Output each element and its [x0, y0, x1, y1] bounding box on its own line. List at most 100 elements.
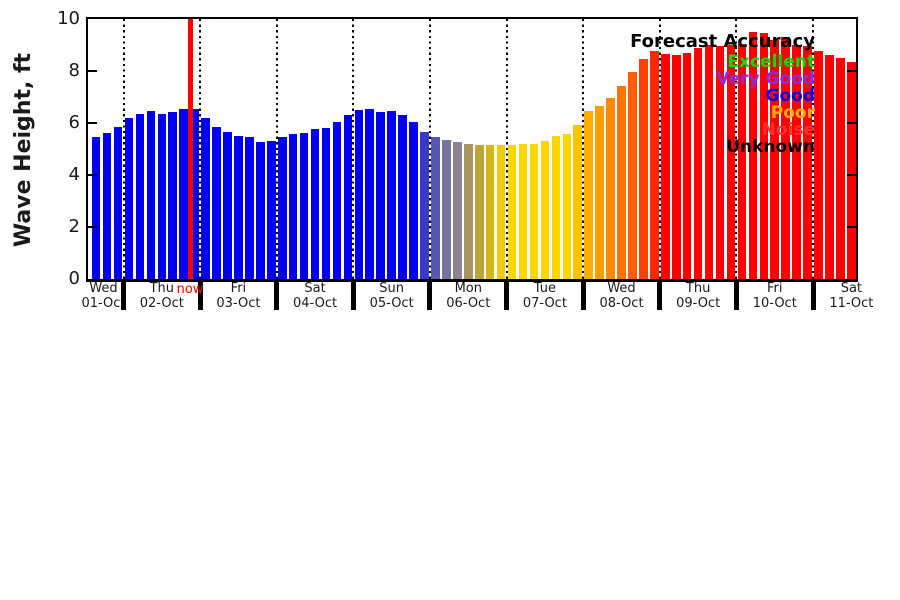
wave-bar-04-Oct-3: [310, 129, 320, 279]
day-boundary-gridline: [505, 19, 508, 279]
y-tick-mark: [847, 69, 856, 72]
wave-bar-06-Oct-0: [431, 137, 440, 279]
day-date: 01-Oct: [81, 295, 126, 311]
wave-bar-03-Oct-2: [223, 131, 232, 279]
day-name: Sat: [840, 281, 863, 296]
day-boundary-gridline: [352, 19, 355, 279]
wave-bar-02-Oct-1: [135, 113, 145, 279]
wave-bar-04-Oct-2: [299, 133, 309, 279]
legend-entry-very-good: Very Good: [716, 69, 815, 89]
wave-bar-06-Oct-6: [496, 144, 506, 279]
wave-bar-08-Oct-1: [595, 105, 604, 279]
wave-bar-10-Oct-6: [803, 46, 812, 279]
day-name: Thu: [149, 281, 174, 296]
day-separator-tick: [810, 281, 816, 310]
day-label-11-Oct: Sat 11-Oct: [809, 281, 893, 311]
plot-area: [86, 17, 858, 282]
wave-bar-02-Oct-0: [124, 117, 134, 279]
wave-bar-09-Oct-5: [715, 46, 725, 279]
day-name: Fri: [767, 281, 783, 296]
wave-bar-10-Oct-5: [792, 44, 801, 279]
day-boundary-gridline: [428, 19, 431, 279]
wave-bar-08-Oct-3: [617, 86, 626, 279]
wave-bar-09-Oct-6: [726, 44, 736, 279]
wave-bar-08-Oct-0: [584, 111, 593, 279]
wave-bar-06-Oct-1: [442, 139, 451, 279]
day-label-01-Oct: Wed 01-Oct: [62, 281, 146, 311]
wave-bar-01-Oct-1: [102, 133, 112, 279]
wave-bar-05-Oct-2: [376, 112, 386, 279]
day-separator-tick: [427, 281, 433, 310]
wave-bar-03-Oct-4: [245, 137, 254, 279]
day-separator-tick: [121, 281, 126, 310]
wave-bar-07-Oct-3: [540, 140, 550, 279]
wave-bar-08-Oct-6: [650, 51, 659, 279]
day-name: Thu: [685, 281, 711, 296]
wave-bar-10-Oct-2: [759, 33, 769, 279]
y-tick-label-10: 10: [57, 8, 80, 29]
wave-bar-07-Oct-0: [507, 144, 517, 279]
day-date: 10-Oct: [752, 295, 797, 311]
day-name: Mon: [454, 281, 482, 296]
wave-bar-05-Oct-6: [420, 131, 429, 279]
day-label-07-Oct: Tue 07-Oct: [503, 281, 587, 311]
wave-bar-01-Oct-2: [113, 126, 123, 279]
legend-entry-poor: Poor: [770, 102, 815, 123]
y-tick-label-4: 4: [68, 163, 80, 185]
wave-bar-04-Oct-5: [332, 121, 342, 279]
day-date: 05-Oct: [369, 295, 414, 311]
y-axis-label: Wave Height, ft: [11, 52, 36, 248]
y-tick-mark: [88, 173, 97, 176]
day-date: 03-Oct: [216, 295, 261, 311]
wave-bar-11-Oct-1: [825, 55, 834, 279]
legend-entry-good: Good: [765, 86, 815, 106]
wave-bar-08-Oct-4: [628, 72, 637, 279]
day-boundary-gridline: [122, 19, 125, 279]
day-date: 06-Oct: [446, 295, 491, 311]
now-label: now: [176, 282, 204, 297]
day-label-04-Oct: Sat 04-Oct: [273, 281, 357, 311]
day-separator-tick: [657, 281, 663, 310]
day-separator-tick: [274, 281, 280, 310]
legend-entry-excellent: Excellent: [727, 52, 815, 72]
day-date: 09-Oct: [676, 295, 721, 311]
wave-bar-02-Oct-4: [168, 112, 178, 279]
day-label-02-Oct: Thu 02-Oct: [120, 281, 204, 311]
day-date: 02-Oct: [139, 295, 184, 311]
wave-bar-10-Oct-0: [737, 43, 747, 279]
legend-entry-unknown: Unknown: [726, 136, 815, 157]
wave-bar-07-Oct-5: [562, 134, 572, 279]
wave-bar-05-Oct-1: [365, 108, 375, 279]
day-separator-tick: [350, 281, 356, 310]
y-tick-label-8: 8: [68, 59, 80, 81]
wave-bar-06-Oct-3: [463, 143, 473, 279]
day-date: 08-Oct: [599, 295, 644, 311]
wave-bar-07-Oct-2: [529, 143, 539, 279]
legend-title: Forecast Accuracy: [630, 31, 815, 52]
wave-bar-03-Oct-6: [266, 140, 276, 279]
day-name: Sat: [304, 281, 326, 296]
wave-bar-02-Oct-3: [157, 113, 167, 279]
y-tick-label-0: 0: [68, 267, 80, 289]
y-tick-mark: [847, 173, 856, 176]
day-boundary-gridline: [275, 19, 278, 279]
wave-bar-11-Oct-3: [847, 61, 856, 279]
wave-bar-08-Oct-5: [639, 59, 648, 279]
y-tick-label-2: 2: [68, 215, 80, 237]
wave-bar-05-Oct-4: [398, 115, 407, 279]
wave-bar-05-Oct-3: [387, 111, 396, 279]
legend-entry-noise: Noise: [761, 119, 815, 140]
wave-bar-07-Oct-4: [551, 135, 561, 279]
wave-bar-10-Oct-3: [770, 39, 780, 279]
wave-bar-07-Oct-6: [573, 125, 583, 279]
day-separator-tick: [733, 281, 739, 310]
wave-bar-03-Oct-0: [201, 117, 210, 279]
day-name: Wed: [89, 281, 118, 296]
day-boundary-gridline: [582, 19, 585, 279]
wave-bar-04-Oct-4: [321, 128, 331, 279]
wave-bar-04-Oct-0: [277, 137, 287, 279]
wave-bar-02-Oct-6: [190, 108, 199, 279]
wave-height-chart: Wave Height, ft 0 2 4 6 8 10 Wed 01-Oct Thu 02-O…: [11, 8, 893, 311]
wave-bar-04-Oct-1: [288, 134, 298, 279]
